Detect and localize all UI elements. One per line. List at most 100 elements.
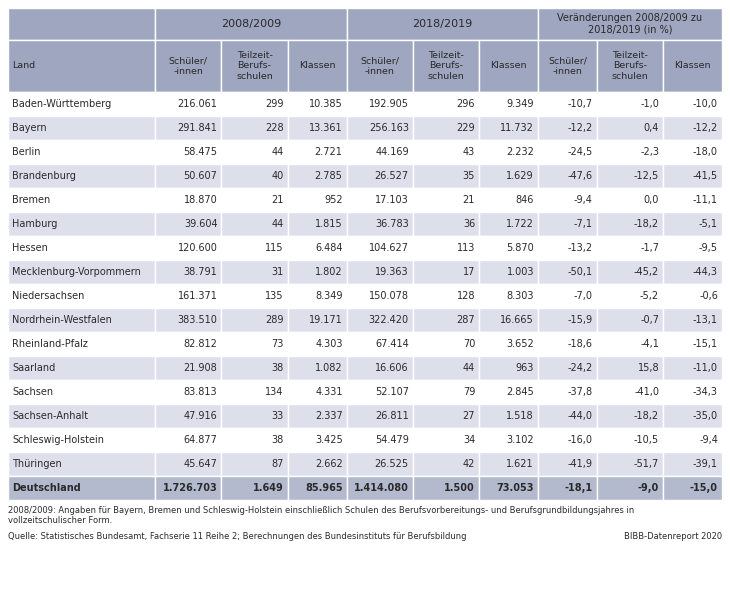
Text: Klassen: Klassen	[299, 62, 335, 71]
Text: -51,7: -51,7	[634, 459, 659, 469]
Bar	[288, 452, 347, 476]
Text: Sachsen-Anhalt: Sachsen-Anhalt	[12, 411, 88, 421]
Bar	[347, 380, 413, 404]
Text: 1.003: 1.003	[507, 267, 534, 277]
Text: BIBB-Datenreport 2020: BIBB-Datenreport 2020	[624, 532, 722, 541]
Text: 5.870: 5.870	[506, 243, 534, 253]
Text: 16.665: 16.665	[500, 315, 534, 325]
Text: -10,0: -10,0	[693, 99, 718, 109]
Text: 21.908: 21.908	[184, 363, 218, 373]
Bar	[538, 284, 597, 308]
Bar	[288, 260, 347, 284]
Bar	[538, 92, 597, 116]
Text: 10.385: 10.385	[309, 99, 342, 109]
Bar	[155, 428, 221, 452]
Text: -2,3: -2,3	[640, 147, 659, 157]
Text: -4,1: -4,1	[640, 339, 659, 349]
Text: 4.331: 4.331	[315, 387, 342, 397]
Text: 83.813: 83.813	[184, 387, 218, 397]
Text: 44: 44	[463, 363, 475, 373]
Text: 85.965: 85.965	[305, 483, 342, 493]
Bar	[8, 260, 155, 284]
Bar	[347, 404, 413, 428]
Text: 50.607: 50.607	[183, 171, 218, 181]
Text: 1.518: 1.518	[507, 411, 534, 421]
Bar	[8, 308, 155, 332]
Text: Brandenburg: Brandenburg	[12, 171, 76, 181]
Text: 135: 135	[265, 291, 284, 301]
Text: 150.078: 150.078	[369, 291, 409, 301]
Bar	[221, 332, 288, 356]
Text: 299: 299	[265, 99, 284, 109]
Text: 4.303: 4.303	[315, 339, 342, 349]
Text: -16,0: -16,0	[568, 435, 593, 445]
Text: 58.475: 58.475	[183, 147, 218, 157]
Text: Teilzeit-
Berufs-
schulen: Teilzeit- Berufs- schulen	[237, 51, 273, 81]
Text: 54.479: 54.479	[375, 435, 409, 445]
Bar	[538, 476, 597, 500]
Bar	[538, 428, 597, 452]
Bar	[221, 284, 288, 308]
Bar	[221, 476, 288, 500]
Bar	[155, 116, 221, 140]
Bar	[288, 284, 347, 308]
Bar	[288, 92, 347, 116]
Bar	[479, 188, 538, 212]
Bar	[8, 164, 155, 188]
Text: -11,0: -11,0	[693, 363, 718, 373]
Text: 13.361: 13.361	[309, 123, 342, 133]
Bar	[221, 380, 288, 404]
Bar	[413, 332, 479, 356]
Text: Rheinland-Pfalz: Rheinland-Pfalz	[12, 339, 88, 349]
Bar	[221, 428, 288, 452]
Text: 2.785: 2.785	[315, 171, 342, 181]
Text: 42: 42	[463, 459, 475, 469]
Text: 0,4: 0,4	[644, 123, 659, 133]
Bar	[413, 428, 479, 452]
Text: 26.527: 26.527	[374, 171, 409, 181]
Text: -44,0: -44,0	[568, 411, 593, 421]
Text: 1.414.080: 1.414.080	[354, 483, 409, 493]
Bar	[663, 140, 722, 164]
Bar	[8, 140, 155, 164]
Text: -9,4: -9,4	[699, 435, 718, 445]
Bar	[597, 356, 663, 380]
Text: Bremen: Bremen	[12, 195, 50, 205]
Bar	[155, 284, 221, 308]
Text: 115: 115	[265, 243, 284, 253]
Bar	[347, 356, 413, 380]
Text: 104.627: 104.627	[369, 243, 409, 253]
Text: -12,5: -12,5	[634, 171, 659, 181]
Bar	[155, 476, 221, 500]
Text: 2.845: 2.845	[506, 387, 534, 397]
Text: 40: 40	[272, 171, 284, 181]
Bar	[347, 8, 538, 40]
Text: -18,2: -18,2	[634, 219, 659, 229]
Bar	[288, 356, 347, 380]
Bar	[663, 428, 722, 452]
Text: Land: Land	[12, 62, 35, 71]
Text: 1.802: 1.802	[315, 267, 342, 277]
Text: 1.082: 1.082	[315, 363, 342, 373]
Bar	[413, 140, 479, 164]
Text: 70: 70	[463, 339, 475, 349]
Text: -13,2: -13,2	[568, 243, 593, 253]
Text: -18,2: -18,2	[634, 411, 659, 421]
Bar	[663, 308, 722, 332]
Bar	[413, 452, 479, 476]
Bar	[221, 356, 288, 380]
Text: 952: 952	[324, 195, 342, 205]
Bar	[288, 236, 347, 260]
Text: 26.525: 26.525	[374, 459, 409, 469]
Text: Niedersachsen: Niedersachsen	[12, 291, 85, 301]
Bar	[663, 92, 722, 116]
Bar	[413, 284, 479, 308]
Bar	[155, 8, 347, 40]
Text: 35: 35	[463, 171, 475, 181]
Bar	[413, 356, 479, 380]
Bar	[347, 140, 413, 164]
Bar	[597, 40, 663, 92]
Bar	[663, 164, 722, 188]
Bar	[288, 404, 347, 428]
Text: -10,5: -10,5	[634, 435, 659, 445]
